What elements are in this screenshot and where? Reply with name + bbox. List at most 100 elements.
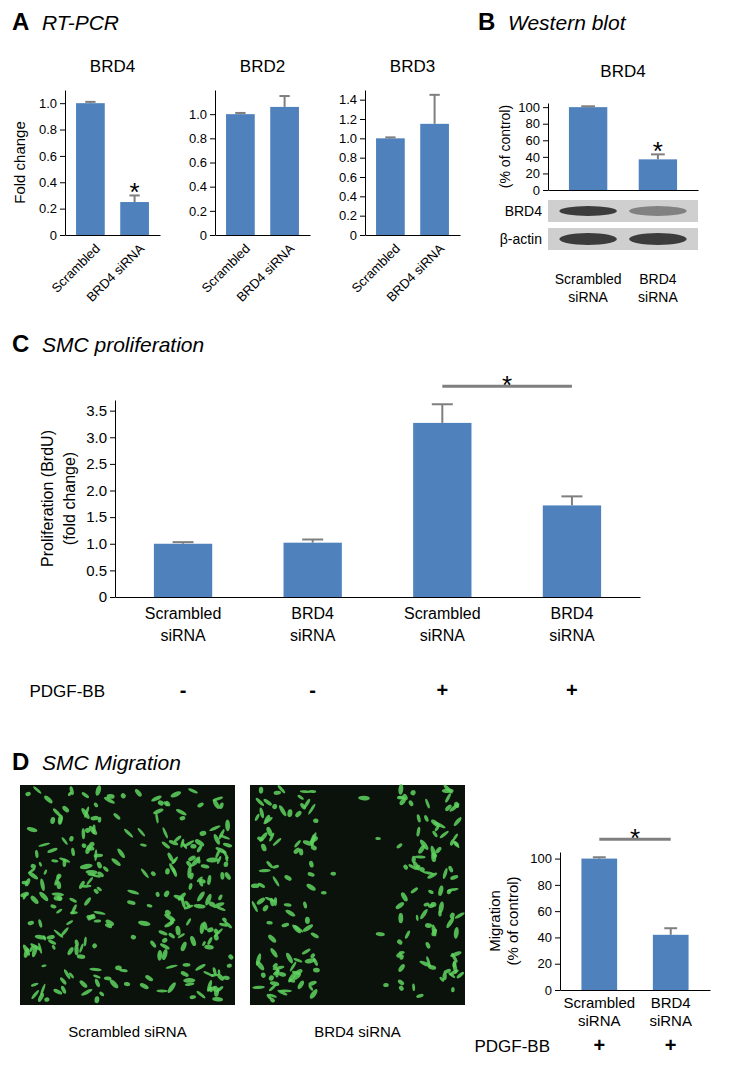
cell — [69, 836, 75, 842]
figure-container: ART-PCR00.20.40.60.81.0ScrambledBRD4 siR… — [0, 0, 741, 1072]
cell — [196, 990, 207, 999]
cell — [96, 861, 103, 869]
y-tick-label: 0 — [350, 228, 357, 243]
cell — [74, 944, 79, 955]
cell — [50, 904, 57, 909]
cell — [396, 938, 403, 945]
cell — [194, 963, 206, 972]
cell — [156, 989, 167, 992]
plot: 00.51.01.52.02.53.03.5ScrambledsiRNABRD4… — [29, 370, 640, 701]
cell — [206, 857, 219, 863]
cell — [453, 816, 463, 827]
cell — [278, 971, 287, 977]
error-bar — [593, 857, 606, 858]
cell — [123, 828, 134, 839]
cell — [89, 967, 102, 971]
y-tick-label: 60 — [538, 904, 552, 919]
cell — [157, 950, 162, 961]
significance-label: * — [502, 370, 512, 400]
blot-row-label: BRD4 — [505, 203, 543, 219]
x-axis-line — [66, 235, 161, 236]
cell — [272, 864, 279, 869]
y-tick-label: 1.0 — [189, 107, 207, 122]
cell — [50, 817, 56, 825]
cell — [80, 988, 93, 997]
x-tick-label: BRD4siRNA — [549, 605, 595, 644]
cell — [395, 901, 406, 911]
cell — [397, 963, 406, 973]
y-tick: 20 — [526, 166, 548, 181]
cell — [193, 903, 206, 909]
cell — [78, 880, 86, 890]
y-axis: 00.20.40.60.81.01.21.4 — [339, 91, 366, 243]
y-tick: 1.5 — [86, 508, 115, 525]
cell — [25, 791, 31, 796]
micrograph — [250, 783, 465, 1005]
cell — [185, 860, 193, 868]
cell — [450, 950, 463, 958]
error-bar — [429, 95, 439, 124]
y-tick-label: 40 — [538, 930, 552, 945]
y-tick: 1.0 — [189, 107, 215, 122]
cell — [60, 985, 67, 994]
y-tick-mark — [555, 937, 560, 938]
cell — [71, 848, 76, 857]
y-tick-mark — [210, 138, 215, 139]
cell — [423, 815, 429, 823]
condition-name: PDGF-BB — [474, 1037, 550, 1056]
error-cap — [432, 403, 453, 405]
cell — [307, 871, 315, 877]
y-tick: 0.6 — [339, 170, 365, 185]
cell — [161, 948, 169, 960]
cell — [451, 987, 455, 993]
cell — [330, 872, 336, 876]
cell — [175, 925, 181, 935]
cell — [398, 985, 405, 992]
y-tick: 3.5 — [86, 402, 115, 419]
y-tick-mark — [360, 158, 365, 159]
cell — [430, 902, 437, 908]
y-tick: 0 — [533, 183, 548, 198]
cell — [189, 935, 197, 947]
error-cap — [302, 538, 323, 540]
y-tick: 2.5 — [86, 455, 115, 472]
cell — [188, 883, 193, 891]
cell — [285, 952, 295, 965]
y-tick-mark — [360, 216, 365, 217]
bar — [581, 859, 617, 990]
cell — [81, 791, 90, 799]
y-tick-mark — [555, 885, 560, 886]
error-stem — [571, 496, 573, 505]
cell — [442, 868, 449, 880]
micrograph-background — [20, 785, 235, 1005]
cell — [30, 863, 37, 870]
bar — [653, 935, 689, 990]
cell — [257, 882, 266, 889]
condition-value: - — [180, 679, 187, 701]
y-tick-mark — [360, 138, 365, 139]
micrograph — [20, 785, 235, 1005]
x-tick-label-line: Scrambled — [145, 605, 221, 622]
bar — [569, 107, 607, 190]
y-tick-mark — [60, 209, 65, 210]
x-axis — [366, 235, 461, 236]
y-axis-title: (fold change) — [61, 452, 78, 545]
cell — [227, 963, 233, 968]
y-tick-mark — [110, 570, 115, 571]
condition-value: - — [309, 679, 316, 701]
cell — [446, 888, 453, 895]
y-tick-label: 0 — [50, 228, 57, 243]
x-tick-label-line: BRD4 — [651, 994, 691, 1011]
x-axis — [549, 190, 699, 191]
y-tick-mark — [110, 517, 115, 518]
cell — [419, 908, 429, 920]
significance-label: * — [630, 823, 640, 853]
cell — [199, 878, 206, 884]
cell — [433, 821, 446, 830]
cell — [273, 790, 281, 795]
error-bar — [561, 496, 582, 505]
y-axis-title: Fold change — [11, 121, 28, 204]
cell — [22, 893, 27, 900]
cell — [158, 929, 168, 936]
x-tick-label-line: BRD4 — [291, 605, 334, 622]
